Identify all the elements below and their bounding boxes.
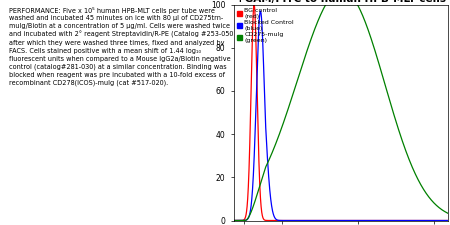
Legend: BG control
(red), Blocked Control
(blue), CD275-muIg
(green): BG control (red), Blocked Control (blue)… <box>237 8 295 44</box>
Title: Binding of CD275(ICOSL)trn-muIg
+GAM/FITC to human HPB-MLT cells: Binding of CD275(ICOSL)trn-muIg +GAM/FIT… <box>236 0 446 4</box>
Text: PERFORMANCE: Five x 10⁵ human HPB-MLT cells per tube were
washed and incubated 4: PERFORMANCE: Five x 10⁵ human HPB-MLT ce… <box>9 7 238 86</box>
